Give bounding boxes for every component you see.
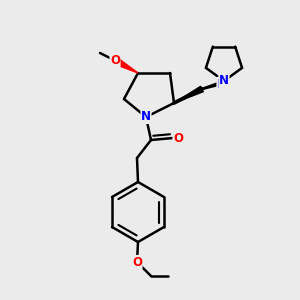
Text: N: N xyxy=(219,74,229,88)
Text: O: O xyxy=(132,256,142,268)
Text: O: O xyxy=(173,131,183,145)
Text: N: N xyxy=(141,110,151,124)
Text: O: O xyxy=(110,53,120,67)
Polygon shape xyxy=(174,86,203,103)
Text: N: N xyxy=(217,77,227,91)
Polygon shape xyxy=(114,58,138,73)
